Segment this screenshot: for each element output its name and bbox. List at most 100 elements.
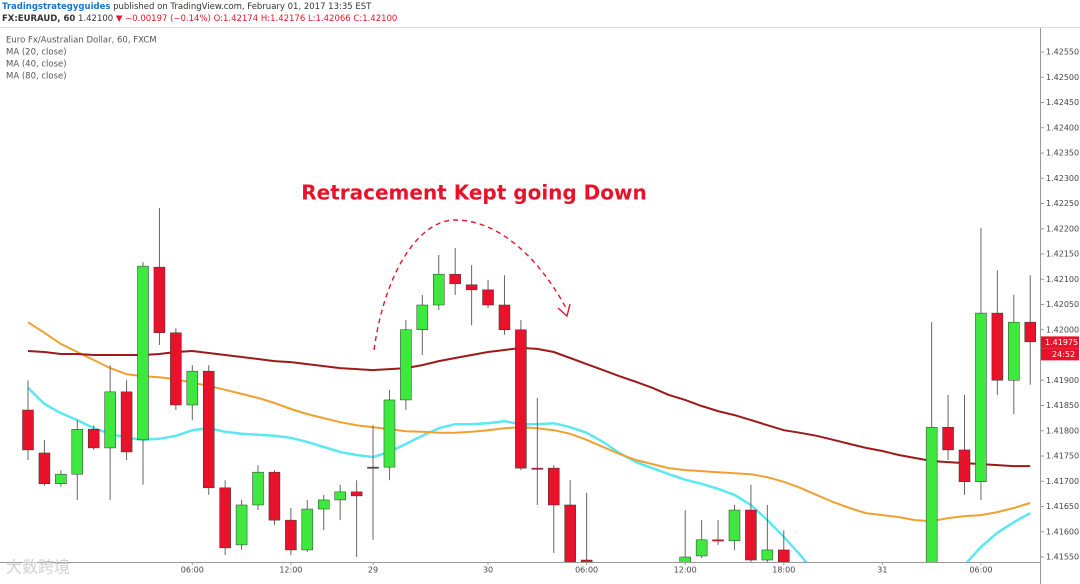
legend-entry: MA (80, close) [6,72,67,82]
candle-body [120,391,133,453]
candle-body [87,428,100,449]
candle-body [252,471,264,506]
candle-body [219,487,231,549]
y-tick-label: 1.41750 [1046,452,1079,461]
candle-body [367,466,379,469]
candle-body [1024,321,1036,343]
x-tick-label: 06:00 [181,566,204,575]
x-tick-label: 31 [877,566,887,575]
candle-body [285,519,297,551]
candle-body [958,449,971,483]
candle-body [531,467,544,470]
candle-body [728,509,741,542]
y-tick-label: 1.42300 [1046,174,1079,183]
candle-body [498,304,511,331]
close: C:1.42100 [353,14,398,24]
x-tick-label: 06:00 [969,566,992,575]
symbol: FX:EURAUD, 60 [2,14,76,24]
candle-body [580,559,593,562]
x-tick-label: 06:00 [575,566,598,575]
candle-body [301,508,314,551]
countdown-label: 24:52 [1052,350,1075,359]
y-tick-label: 1.41700 [1046,477,1079,486]
candle-body [235,504,248,546]
candle-body [334,491,346,501]
watermark: 大数跨境 [6,558,70,577]
y-tick-label: 1.42500 [1046,73,1079,82]
candle-body [925,426,938,562]
candle-body [695,539,708,557]
candle-body [679,556,691,562]
last-price-tag [1041,336,1079,349]
candle-body [71,428,84,475]
candle-body [712,539,724,542]
header: Tradingstrategyguides published on Tradi… [2,1,397,25]
annotation-arc [373,219,567,351]
candle-body [202,370,215,489]
annotation-arrowhead [557,303,571,318]
y-tick-label: 1.42100 [1046,275,1079,284]
candle-body [22,409,34,451]
y-tick-label: 1.41650 [1046,502,1079,511]
candle-body [991,312,1004,381]
candle-body [104,391,116,449]
candle-body [433,273,445,306]
header-line-1: Tradingstrategyguides published on Tradi… [2,1,397,13]
candle-body [416,304,429,331]
candle-body [761,549,774,561]
ma-line [27,346,1031,468]
y-tick-label: 1.42350 [1046,149,1079,158]
candle-body [170,332,182,406]
ma-line [27,386,1031,562]
x-tick-label: 30 [483,566,493,575]
last: 1.42100 [78,14,114,24]
header-line-2: FX:EURAUD, 60 1.42100 ▼ −0.00197 (−0.14%… [2,13,397,25]
plot-area [22,208,1036,562]
low: L:1.42066 [307,14,351,24]
candle-body [515,329,527,469]
legend-entry: MA (20, close) [6,48,67,58]
candle-body [350,491,363,497]
candle-body [55,473,67,485]
y-tick-label: 1.42000 [1046,325,1079,334]
y-tick-label: 1.42150 [1046,250,1079,259]
candle-body [778,549,790,562]
x-tick-label: 18:00 [772,566,795,575]
candle-body [745,509,757,561]
candle-body [449,273,461,285]
annotation: Retracement Kept going Down [301,181,647,205]
last-price-label: 1.41975 [1045,338,1078,347]
y-tick-label: 1.41550 [1046,553,1079,562]
candle-body [400,329,412,401]
y-tick-label: 1.41600 [1046,527,1079,536]
open: O:1.42174 [213,14,259,24]
candle-body [1008,321,1020,381]
author: Tradingstrategyguides [2,2,111,12]
candle-body [383,399,396,468]
candle-body [137,265,149,441]
high: H:1.42176 [260,14,306,24]
change: ▼ −0.00197 (−0.14%) [115,14,211,24]
candle-body [975,312,987,483]
candle-body [153,266,166,334]
y-tick-label: 1.42450 [1046,98,1079,107]
candle-body [317,499,330,510]
x-tick-label: 29 [368,566,378,575]
chart-title: Euro Fx/Australian Dollar, 60, FXCM [6,36,157,46]
x-tick-label: 12:00 [674,566,697,575]
candle-body [268,471,281,521]
candle-body [38,452,51,485]
candle-body [548,467,560,506]
x-tick-label: 12:00 [279,566,302,575]
y-tick-label: 1.41850 [1046,401,1079,410]
published: published on TradingView.com, February 0… [113,2,372,12]
candle-body [942,426,954,451]
y-tick-label: 1.42200 [1046,224,1079,233]
countdown-tag [1041,348,1079,361]
candle-body [186,370,199,406]
y-tick-label: 1.41900 [1046,376,1079,385]
candle-body [465,284,478,291]
y-tick-label: 1.42550 [1046,48,1079,57]
